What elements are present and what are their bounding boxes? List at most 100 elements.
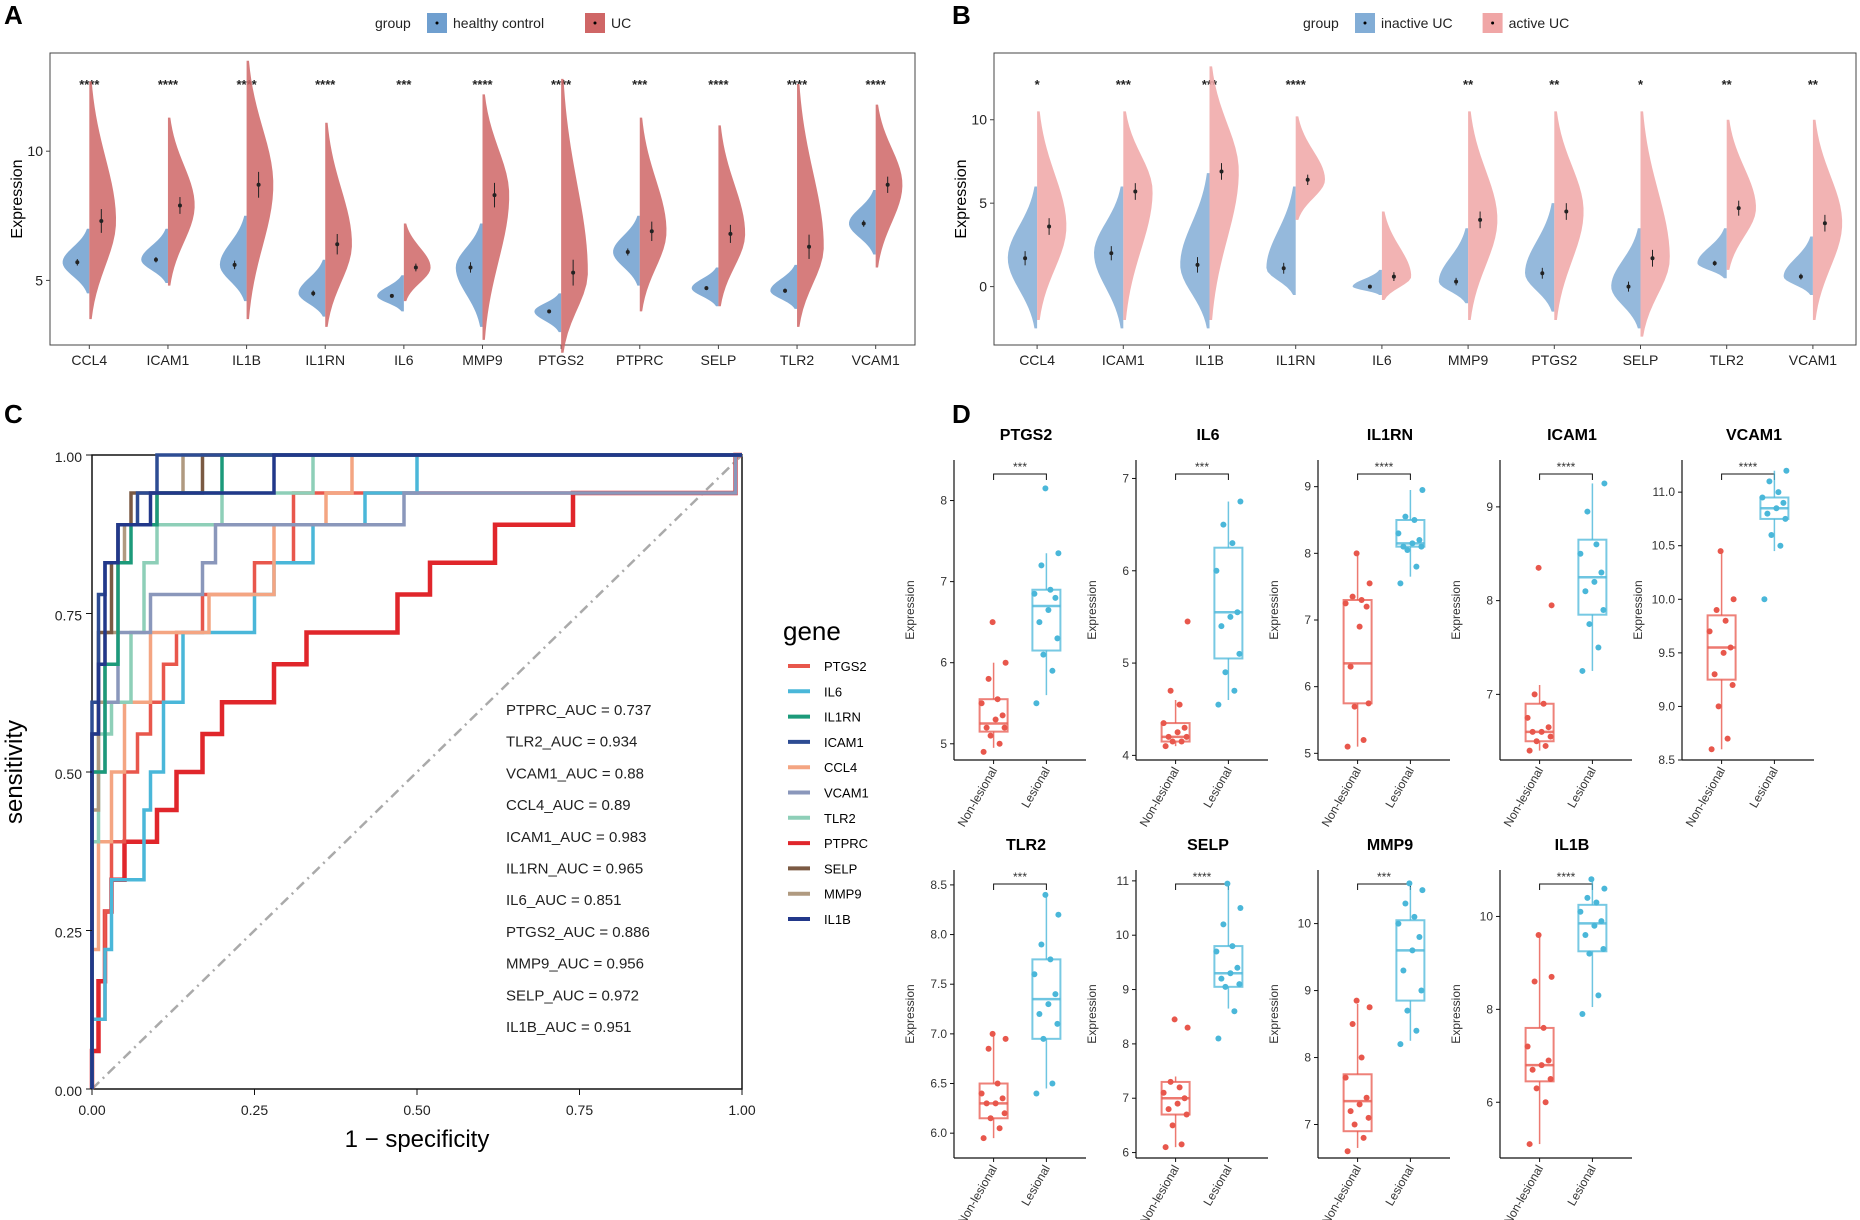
y-tick-label: 9: [1122, 983, 1129, 997]
y-tick-label: 9: [1304, 984, 1311, 998]
box-lesional: [1031, 588, 1062, 652]
data-point-lesional: [1215, 701, 1222, 708]
data-point-lesional: [1582, 588, 1589, 595]
data-point-non-lesional: [1547, 733, 1554, 740]
violin-right-il1b: [246, 60, 274, 320]
data-point-non-lesional: [1547, 1076, 1554, 1083]
violin-left-ccl4: [1007, 186, 1038, 329]
data-point-non-lesional: [1524, 714, 1531, 721]
data-point-lesional: [1395, 530, 1402, 537]
data-point-non-lesional: [1178, 738, 1185, 745]
data-point-lesional: [1586, 950, 1593, 957]
data-point-lesional: [1400, 967, 1407, 974]
mean-point-left-icam1: [1109, 251, 1114, 256]
significance-stars: ***: [1195, 460, 1209, 474]
data-point-lesional: [1416, 933, 1423, 940]
box-non-lesional: [1342, 599, 1373, 705]
data-point-lesional: [1218, 623, 1225, 630]
violin-left-tlr2: [1697, 228, 1727, 279]
significance-bracket: [993, 883, 1047, 890]
legend-label-il1b: IL1B: [824, 912, 851, 927]
y-tick-label: 6: [1122, 1146, 1129, 1160]
data-point-lesional: [1038, 562, 1045, 569]
violin-right-mmp9: [1468, 111, 1498, 320]
data-point-lesional: [1579, 1011, 1586, 1017]
data-point-lesional: [1049, 667, 1056, 674]
legend-label-il1rn: IL1RN: [824, 710, 861, 725]
data-point-non-lesional: [1165, 1106, 1172, 1113]
data-point-lesional: [1600, 945, 1607, 952]
legend-label-mmp9: MMP9: [824, 887, 862, 902]
data-point-non-lesional: [1353, 997, 1360, 1004]
significance-il1rn: ****: [315, 77, 336, 92]
data-point-lesional: [1045, 1001, 1052, 1008]
violin-right-ccl4: [89, 81, 117, 320]
box-non-lesional: [978, 698, 1009, 733]
data-point-lesional: [1215, 1035, 1222, 1042]
legend-key-dot: [593, 21, 597, 25]
data-point-non-lesional: [1162, 1144, 1169, 1151]
data-point-non-lesional: [1365, 700, 1372, 707]
panel-label-c: C: [4, 399, 23, 429]
y-tick-label: 11: [1117, 874, 1130, 888]
data-point-lesional: [1777, 542, 1784, 549]
legend-label-inactive-uc: inactive UC: [1381, 15, 1453, 31]
data-point-non-lesional: [1548, 602, 1555, 609]
violin-left-il1rn: [1266, 186, 1296, 295]
significance-stars: ***: [1377, 870, 1391, 884]
data-point-non-lesional: [978, 700, 985, 707]
y-tick-label: 7: [1486, 687, 1493, 701]
data-point-lesional: [1213, 567, 1220, 574]
data-point-lesional: [1055, 550, 1062, 557]
data-point-non-lesional: [1176, 1084, 1183, 1091]
significance-stars: ***: [1013, 460, 1027, 474]
mean-point-right-tlr2: [1736, 206, 1741, 211]
subplot-il1rn: IL1RN Expression 5 6 7 8 9 **** Non-lesional Lesi…: [1267, 427, 1450, 829]
mean-point-right-mmp9: [492, 193, 497, 198]
legend-key-dot: [435, 21, 439, 25]
data-point-non-lesional: [1349, 1021, 1356, 1028]
legend-label-active-uc: active UC: [1509, 15, 1570, 31]
mean-point-right-il1b: [256, 182, 261, 187]
subplot-ptgs2: PTGS2 Expression 5 6 7 8 *** Non-lesional Lesion…: [903, 427, 1086, 829]
data-point-lesional: [1229, 540, 1236, 547]
data-point-non-lesional: [1724, 735, 1731, 742]
data-point-non-lesional: [1365, 1114, 1372, 1121]
data-point-non-lesional: [980, 748, 987, 755]
mean-point-right-il1rn: [1305, 177, 1310, 182]
data-point-non-lesional: [985, 675, 992, 682]
data-point-non-lesional: [1535, 932, 1542, 939]
data-point-lesional: [1601, 480, 1608, 487]
data-point-non-lesional: [1531, 691, 1538, 698]
data-point-non-lesional: [1356, 623, 1363, 630]
data-point-lesional: [1054, 635, 1061, 642]
data-point-lesional: [1419, 487, 1426, 493]
data-point-non-lesional: [1548, 973, 1555, 980]
x-tick-label-il1rn: IL1RN: [1276, 352, 1316, 368]
y-tick-label: 10: [971, 112, 987, 128]
violin-right-icam1: [1123, 111, 1153, 320]
significance-mmp9: ****: [472, 77, 493, 92]
legend-title: group: [1303, 15, 1339, 31]
subplot-title: IL1B: [1555, 837, 1590, 854]
y-tick-label: 10.0: [1652, 592, 1676, 606]
data-point-lesional: [1040, 651, 1047, 658]
violin-right-icam1: [167, 117, 195, 286]
data-point-non-lesional: [1178, 1141, 1185, 1148]
subplot-title: IL1RN: [1367, 427, 1413, 444]
violin-left-vcam1: [1783, 236, 1813, 295]
data-point-lesional: [1236, 981, 1243, 988]
y-tick-label: 6: [940, 656, 947, 670]
data-point-non-lesional: [1356, 1101, 1363, 1108]
mean-point-left-icam1: [153, 257, 158, 262]
violin-right-ccl4: [1037, 111, 1067, 320]
data-point-non-lesional: [1160, 720, 1167, 727]
data-point-non-lesional: [1002, 659, 1009, 666]
x-tick-label-non-lesional: Non-lesional: [1683, 765, 1728, 830]
x-tick-label-tlr2: TLR2: [1710, 352, 1744, 368]
subplot-il1b: IL1B Expression 6 8 10 **** Non-lesional Lesion…: [1449, 837, 1632, 1220]
data-point-non-lesional: [1183, 733, 1190, 740]
data-point-non-lesional: [1181, 724, 1188, 731]
y-axis-label: Expression: [903, 984, 917, 1043]
data-point-lesional: [1033, 700, 1040, 707]
